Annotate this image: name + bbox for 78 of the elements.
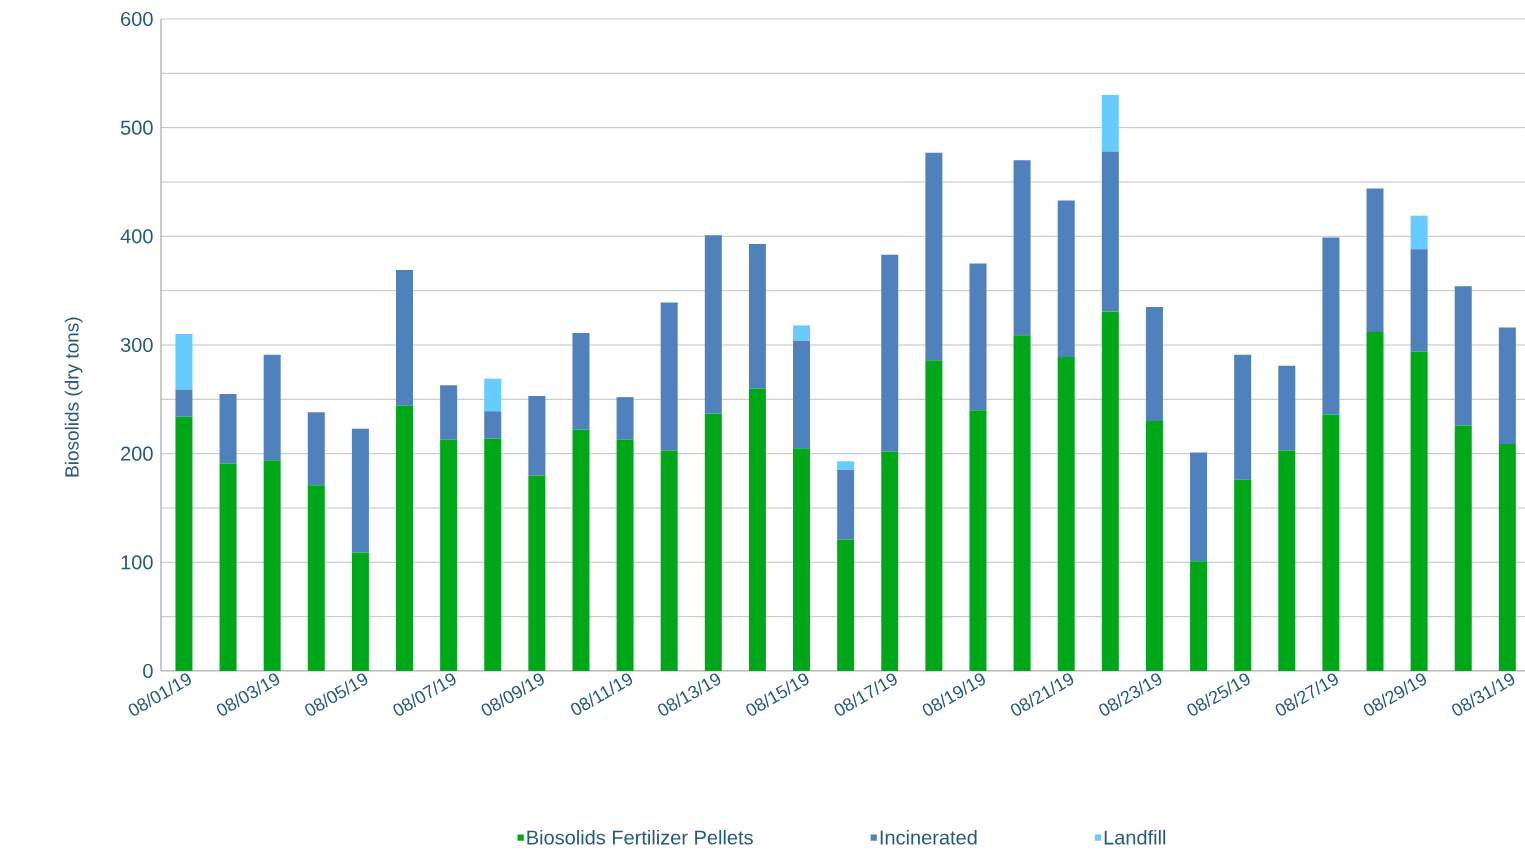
bar <box>396 270 414 406</box>
bar <box>1057 356 1075 671</box>
bar <box>1322 237 1340 415</box>
bar <box>925 152 943 361</box>
bar <box>528 396 546 476</box>
bar <box>1190 452 1208 562</box>
y-tick-label: 500 <box>120 120 153 135</box>
y-tick-label: 100 <box>121 555 153 570</box>
bar <box>572 333 590 430</box>
bar <box>616 439 634 671</box>
bar <box>837 539 855 671</box>
bar <box>793 340 811 449</box>
bar <box>1366 331 1384 671</box>
y-axis-title: Biosolids (dry tons) <box>64 317 83 477</box>
bar <box>1234 354 1252 480</box>
bar <box>219 463 237 671</box>
bar <box>748 388 766 671</box>
bar <box>1145 421 1163 671</box>
bar <box>793 325 811 341</box>
bar <box>307 412 325 486</box>
bar <box>1278 450 1296 671</box>
bar <box>1410 351 1428 671</box>
bar <box>175 416 193 671</box>
bar <box>440 385 458 440</box>
bar <box>263 354 281 461</box>
bar <box>793 448 811 671</box>
bar <box>484 438 502 671</box>
bar <box>1410 249 1428 352</box>
bar <box>1057 200 1075 357</box>
bar <box>1013 335 1031 671</box>
bar <box>1454 425 1472 671</box>
bar <box>660 450 678 671</box>
bar <box>1366 188 1384 332</box>
bar <box>1498 327 1516 444</box>
bar <box>1190 561 1208 671</box>
bar <box>263 460 281 671</box>
legend-label: Incinerated <box>880 829 977 845</box>
y-tick-label: 300 <box>120 337 153 353</box>
bar <box>1498 443 1516 671</box>
bar <box>1278 365 1296 451</box>
legend-label: Landfill <box>1104 829 1166 845</box>
bar <box>351 552 369 671</box>
y-tick-label: 600 <box>121 11 153 27</box>
bar <box>837 461 855 470</box>
bar <box>1145 306 1163 422</box>
bar <box>484 378 502 412</box>
bar <box>175 334 193 390</box>
y-tick-label: 400 <box>120 229 153 244</box>
bar <box>175 389 193 417</box>
bar <box>1013 160 1031 336</box>
bar <box>881 451 899 671</box>
bar <box>219 393 237 464</box>
bar <box>660 302 678 451</box>
bar <box>881 254 899 452</box>
bar <box>528 475 546 671</box>
bar <box>1234 479 1252 671</box>
bar <box>704 413 722 671</box>
bar <box>969 263 987 411</box>
bar <box>440 439 458 671</box>
bar <box>1101 311 1119 671</box>
bar <box>1410 215 1428 250</box>
bar <box>1101 151 1119 312</box>
legend-label: Biosolids Fertilizer Pellets <box>527 829 753 845</box>
bar <box>1101 95 1119 152</box>
bar <box>572 429 590 671</box>
bar <box>748 243 766 389</box>
bar <box>396 405 414 671</box>
bar <box>704 235 722 414</box>
bar <box>925 360 943 671</box>
y-tick-label: 200 <box>121 446 153 461</box>
bar <box>351 428 369 553</box>
bar <box>837 469 855 540</box>
bar <box>307 485 325 671</box>
bar <box>1322 414 1340 671</box>
bar <box>616 397 634 440</box>
bar <box>1454 286 1472 426</box>
bar <box>484 411 502 439</box>
bar <box>969 410 987 671</box>
